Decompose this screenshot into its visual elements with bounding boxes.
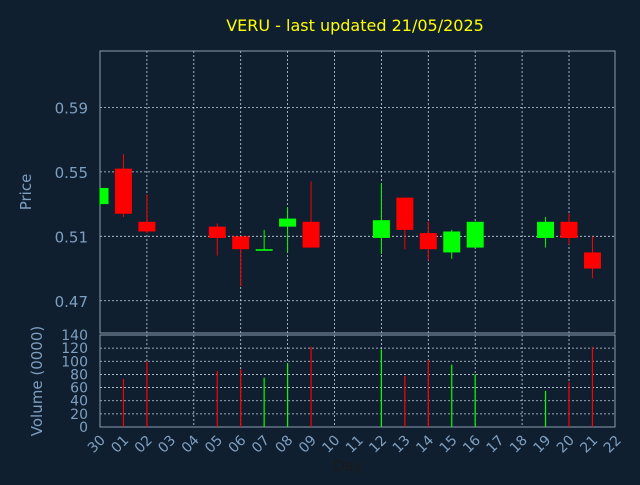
price-gridlines [100, 107, 615, 302]
candle-body [138, 221, 156, 232]
candle-30 [99, 187, 109, 206]
candle-06 [232, 236, 250, 287]
candle-01 [114, 154, 132, 217]
candle-body [232, 236, 250, 250]
candle-02 [138, 194, 156, 234]
candle-15 [443, 229, 461, 259]
price-tick-labels: 0.59 0.55 0.51 0.47 [55, 99, 88, 310]
candle-09 [302, 181, 320, 248]
price-tick-label: 0.59 [55, 99, 88, 117]
price-tick-label: 0.55 [55, 164, 88, 182]
candle-body [419, 233, 437, 250]
candle-body [114, 168, 132, 214]
candle-20 [560, 213, 578, 245]
volume-axis-label: Volume (0000) [28, 326, 46, 436]
candle-12 [372, 183, 390, 255]
candle-body [466, 221, 484, 248]
volume-bars [122, 346, 594, 427]
price-tick-label: 0.51 [55, 228, 88, 246]
candle-14 [419, 221, 437, 261]
volume-tick-label: 0 [79, 420, 88, 436]
candle-body [560, 221, 578, 238]
chart-title: VERU - last updated 21/05/2025 [226, 16, 484, 35]
candle-21 [583, 236, 601, 279]
x-axis-label: Day [333, 457, 363, 475]
candle-19 [537, 216, 555, 248]
volume-plot-border [99, 334, 616, 428]
candles [99, 154, 601, 287]
candle-body [396, 197, 414, 230]
candle-body [583, 252, 601, 269]
candle-16 [466, 221, 484, 248]
price-tick-label: 0.47 [55, 293, 88, 311]
candle-body [537, 221, 555, 238]
price-axis-label: Price [17, 174, 35, 211]
volume-tick-label: 100 [61, 354, 88, 370]
x-tick-labels: 30 01 02 03 04 05 06 07 08 09 10 11 12 13 14 15 16 17 18 19… [85, 432, 625, 456]
volume-gridlines [100, 347, 615, 415]
volume-tick-label: 140 [61, 328, 88, 344]
volume-tick-label: 40 [70, 394, 88, 410]
volume-tick-label: 80 [70, 367, 88, 383]
candle-13 [396, 197, 414, 250]
candle-07 [255, 229, 273, 251]
candle-body [372, 220, 390, 238]
candle-08 [279, 207, 297, 253]
candle-body [302, 221, 320, 248]
candle-body [208, 226, 226, 238]
candle-05 [208, 223, 226, 256]
candle-body [279, 218, 297, 227]
candle-body [255, 249, 273, 251]
candle-body [443, 231, 461, 253]
volume-tick-label: 60 [70, 381, 88, 397]
volume-tick-label: 20 [70, 407, 88, 423]
volume-tick-label: 120 [61, 341, 88, 357]
candle-body [100, 187, 109, 205]
